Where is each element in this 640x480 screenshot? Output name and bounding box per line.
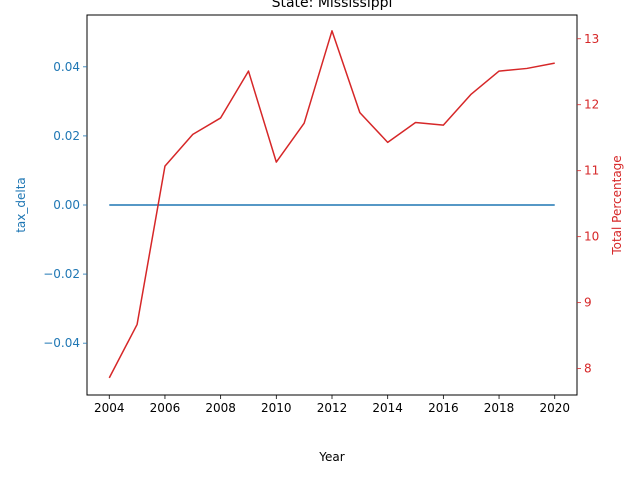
x-axis: 2004 2006 2008 2010 2012 2014 2016 2018 2020 xyxy=(94,395,570,415)
y-right-tick-label: 8 xyxy=(584,362,592,376)
x-tick-label: 2012 xyxy=(317,401,348,415)
x-tick-label: 2004 xyxy=(94,401,125,415)
y-left-axis: −0.04 −0.02 0.00 0.02 0.04 xyxy=(43,60,87,350)
x-axis-title: Year xyxy=(318,450,344,464)
x-tick-label: 2006 xyxy=(150,401,181,415)
y-left-tick-label: −0.04 xyxy=(43,336,80,350)
y-left-axis-title: tax_delta xyxy=(14,177,28,233)
y-right-tick-label: 13 xyxy=(584,32,599,46)
y-left-tick-label: 0.04 xyxy=(53,60,80,74)
x-tick-label: 2014 xyxy=(372,401,403,415)
y-left-tick-label: 0.02 xyxy=(53,129,80,143)
y-left-tick-label: −0.02 xyxy=(43,267,80,281)
chart-title: State: Mississippi xyxy=(272,0,393,11)
y-right-tick-label: 10 xyxy=(584,230,599,244)
x-tick-label: 2010 xyxy=(261,401,292,415)
series-line-total-percentage xyxy=(108,30,555,379)
y-right-axis-title: Total Percentage xyxy=(610,155,624,255)
x-tick-label: 2016 xyxy=(428,401,459,415)
y-left-tick-label: 0.00 xyxy=(53,198,80,212)
plot-area xyxy=(108,30,555,379)
x-tick-label: 2020 xyxy=(539,401,570,415)
y-right-axis: 8 9 10 11 12 13 xyxy=(577,32,599,376)
x-tick-label: 2018 xyxy=(484,401,515,415)
y-right-tick-label: 11 xyxy=(584,164,599,178)
x-tick-label: 2008 xyxy=(205,401,236,415)
y-right-tick-label: 9 xyxy=(584,296,592,310)
y-right-tick-label: 12 xyxy=(584,98,599,112)
